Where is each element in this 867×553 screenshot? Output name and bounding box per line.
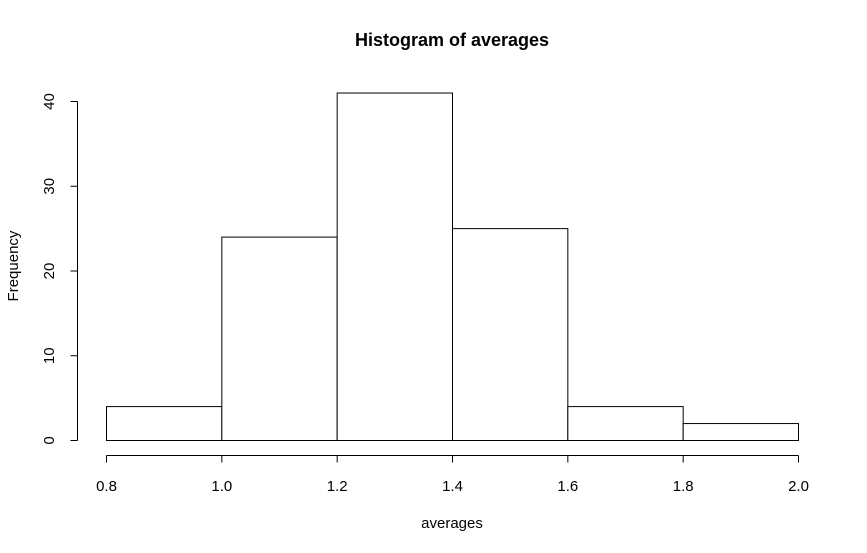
chart-title: Histogram of averages — [355, 30, 549, 50]
histogram-bar — [336, 92, 453, 442]
x-axis-label: averages — [421, 515, 483, 532]
histogram-bar — [682, 423, 800, 441]
histogram-bar — [567, 406, 684, 442]
y-tick-label: 40 — [41, 93, 58, 110]
x-tick-label: 2.0 — [788, 478, 809, 495]
y-tick-label: 10 — [41, 347, 58, 364]
histogram-bar — [452, 228, 569, 441]
y-tick-label: 0 — [41, 436, 58, 444]
x-tick-label: 1.8 — [673, 478, 694, 495]
x-axis: 0.8 1.0 1.2 1.4 1.6 1.8 2.0 — [96, 455, 809, 495]
y-tick-label: 30 — [41, 178, 58, 195]
x-tick-label: 1.4 — [442, 478, 463, 495]
histogram-bar — [106, 406, 223, 442]
x-tick-label: 1.0 — [211, 478, 232, 495]
histogram-bars — [106, 92, 800, 442]
y-tick-label: 20 — [41, 263, 58, 280]
y-axis-label: Frequency — [5, 230, 22, 301]
x-tick-label: 1.6 — [557, 478, 578, 495]
x-tick-label: 0.8 — [96, 478, 117, 495]
x-tick-label: 1.2 — [327, 478, 348, 495]
histogram-bar — [221, 236, 338, 441]
y-axis: 0 10 20 30 40 — [41, 93, 78, 445]
